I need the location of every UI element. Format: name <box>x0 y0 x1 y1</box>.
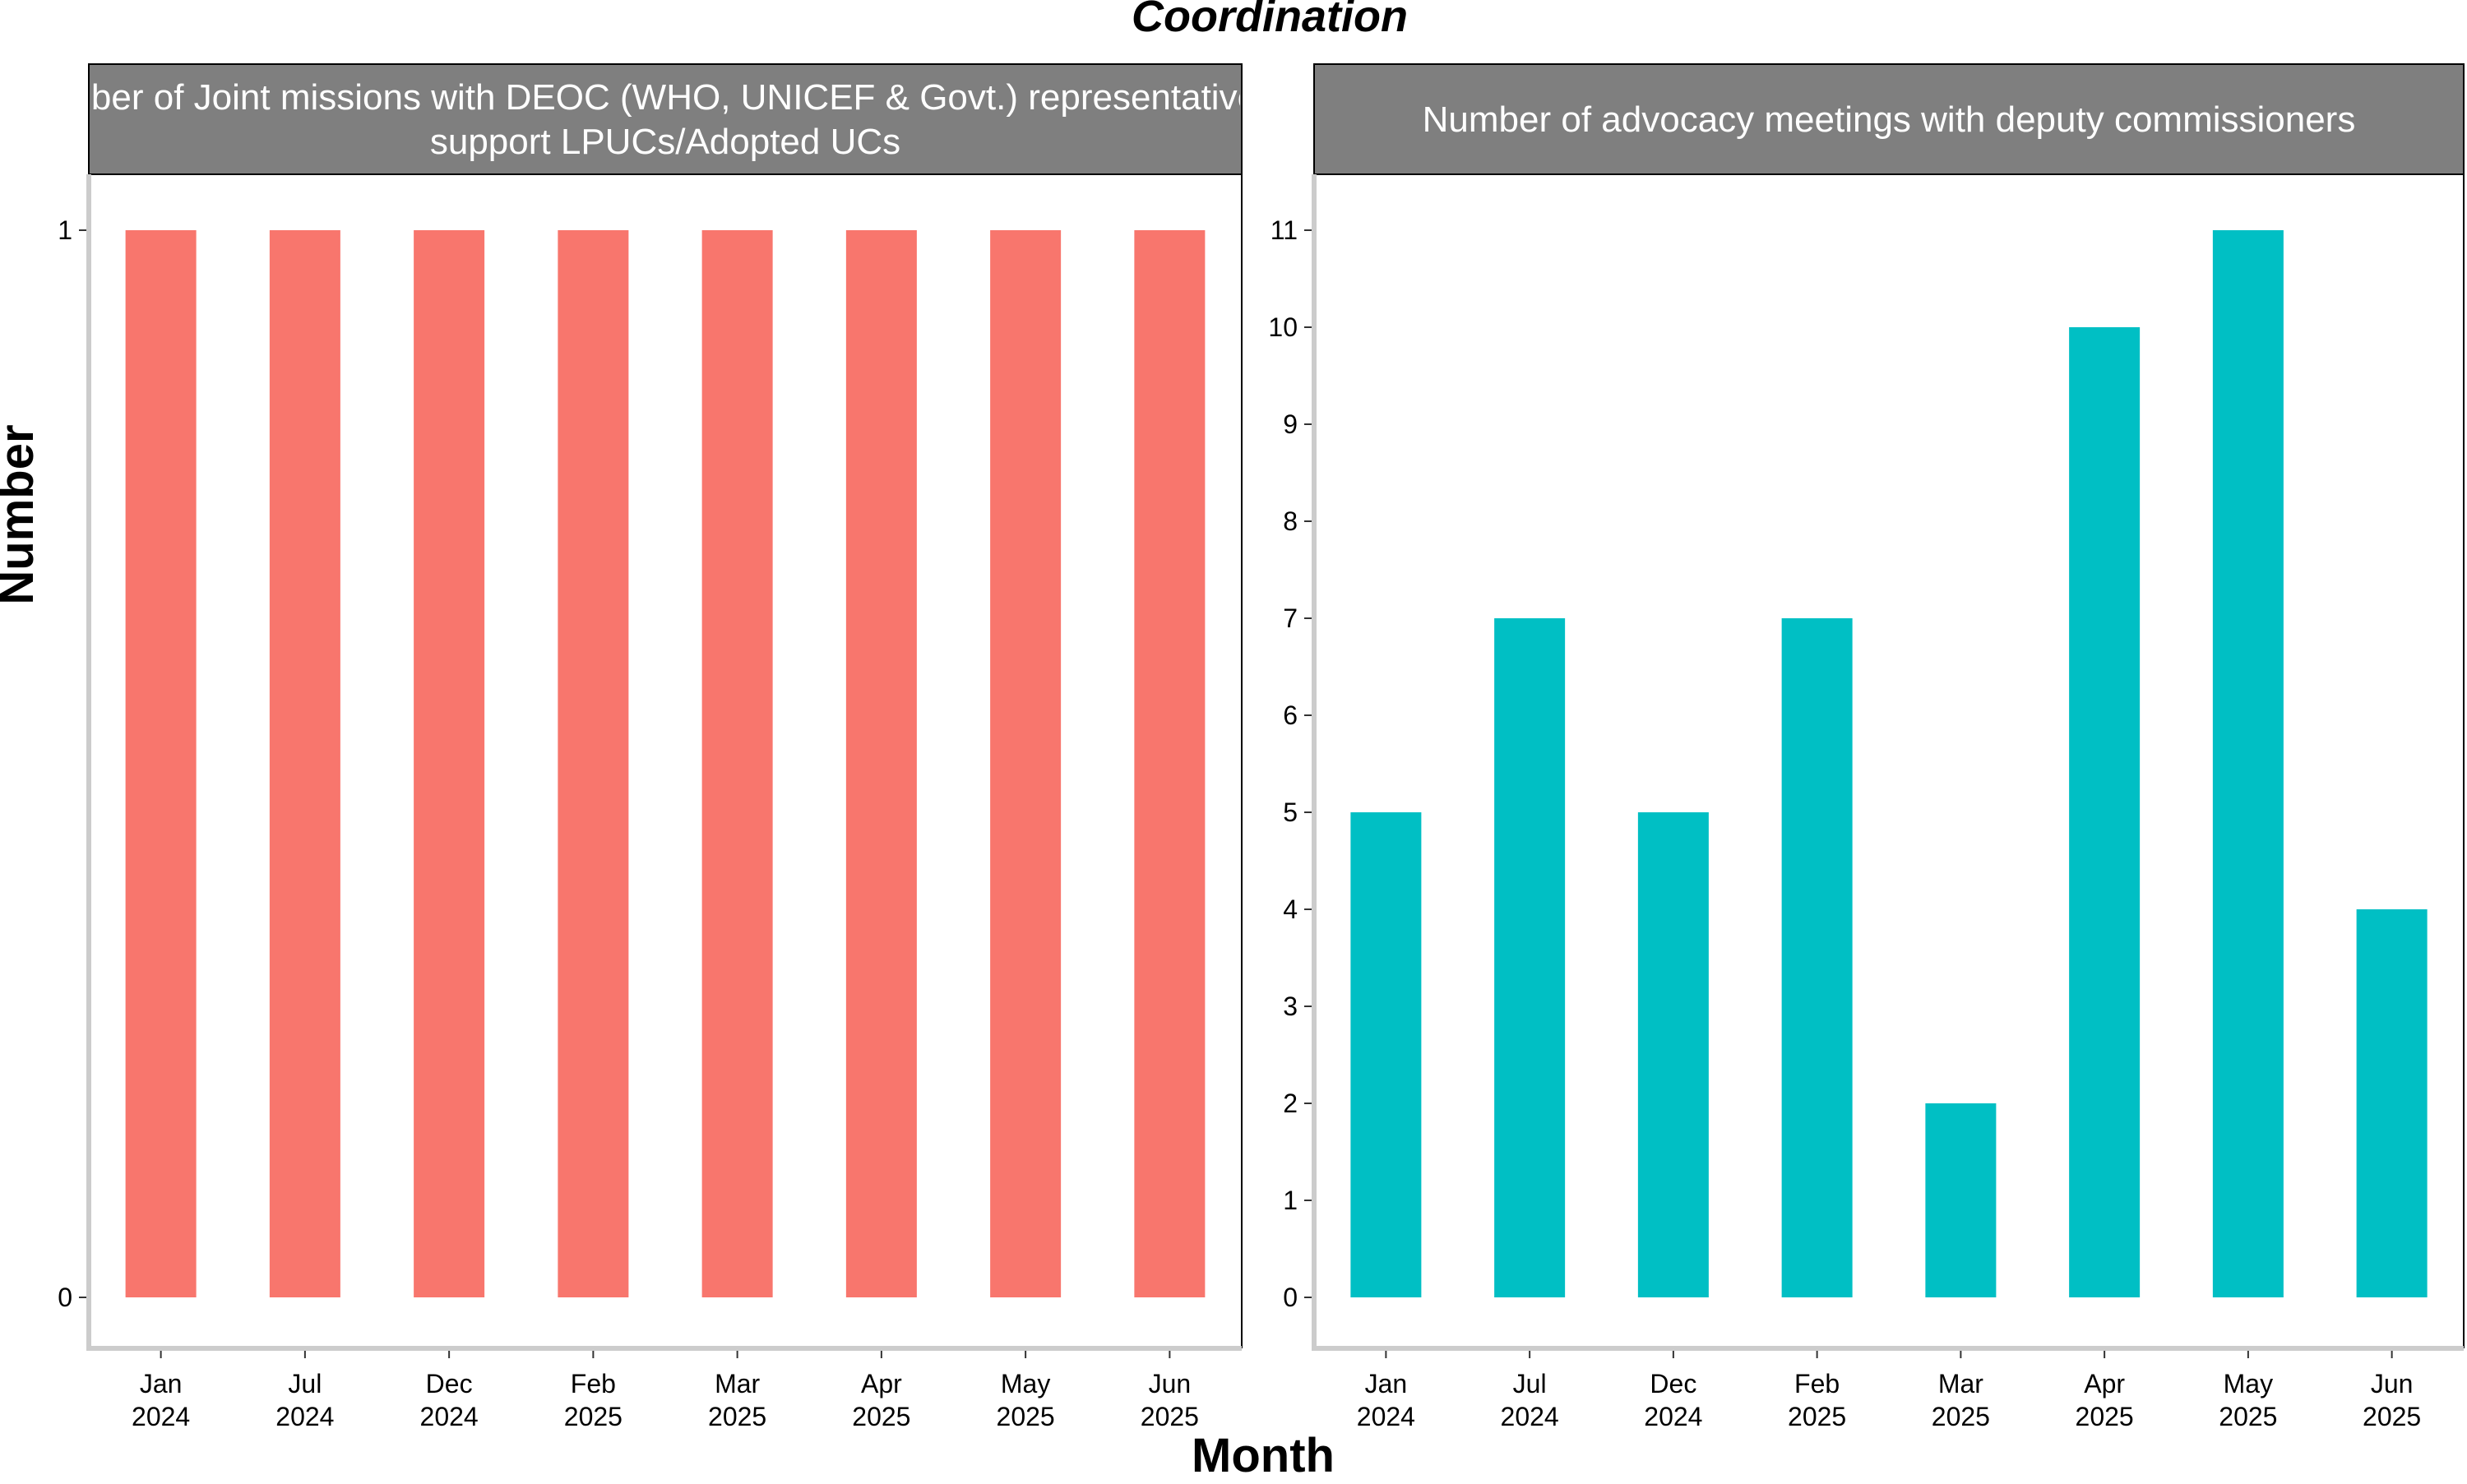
x-axis-title: Month <box>1192 1429 1335 1480</box>
panel-2-strip <box>1313 63 2465 175</box>
bar-may-2025 <box>2212 230 2284 1297</box>
bar-jan-2024 <box>1350 812 1422 1297</box>
x-tick-label-month: Apr <box>2084 1369 2125 1398</box>
y-tick-label: 10 <box>1268 312 1298 342</box>
y-tick-label: 11 <box>1271 215 1298 245</box>
x-tick-label-year: 2025 <box>2219 1402 2277 1431</box>
x-tick-label-year: 2024 <box>420 1402 479 1431</box>
bar-mar-2025 <box>701 230 773 1297</box>
bar-jun-2025 <box>1134 230 1206 1297</box>
panel-2-frame <box>1314 173 2465 1348</box>
x-tick-label-month: Jan <box>140 1369 183 1398</box>
bar-apr-2025 <box>2069 327 2141 1297</box>
x-tick-label-year: 2024 <box>275 1402 334 1431</box>
x-tick-label-year: 2025 <box>1788 1402 1846 1431</box>
panel-1-axis-lines <box>86 174 1242 1351</box>
x-tick-label-month: Dec <box>1650 1369 1696 1398</box>
bar-feb-2025 <box>558 230 629 1297</box>
x-tick-label-month: Feb <box>1794 1369 1840 1398</box>
panel-1: Number of Joint missions with DEOC (WHO,… <box>15 63 1316 1431</box>
x-tick-label-month: Mar <box>1938 1369 1983 1398</box>
y-tick-label: 9 <box>1283 409 1298 439</box>
bar-dec-2024 <box>414 230 485 1297</box>
bar-jul-2024 <box>269 230 340 1297</box>
x-tick-label-year: 2024 <box>1357 1402 1415 1431</box>
x-tick-label-year: 2025 <box>708 1402 766 1431</box>
x-tick-label-year: 2025 <box>2076 1402 2134 1431</box>
x-tick-label-year: 2025 <box>997 1402 1055 1431</box>
bar-feb-2025 <box>1781 618 1853 1297</box>
panel-1-strip-text: Number of Joint missions with DEOC (WHO,… <box>15 77 1316 118</box>
x-tick-label-year: 2025 <box>1141 1402 1199 1431</box>
y-tick-label: 8 <box>1283 506 1298 536</box>
x-tick-label-month: Feb <box>571 1369 616 1398</box>
x-tick-label-year: 2025 <box>852 1402 910 1431</box>
x-tick-label-month: May <box>2224 1369 2273 1398</box>
y-axis-title: Number <box>0 424 44 604</box>
y-tick-label: 6 <box>1283 700 1298 730</box>
y-tick-label: 0 <box>1283 1283 1298 1312</box>
x-tick-label-month: May <box>1001 1369 1050 1398</box>
panel-1-strip <box>88 63 1243 175</box>
panel-2-strip-text: Number of advocacy meetings with deputy … <box>1423 99 2356 140</box>
y-tick-label: 0 <box>58 1283 72 1312</box>
panel-1-frame <box>89 173 1243 1348</box>
panel-2: Number of advocacy meetings with deputy … <box>1268 63 2465 1431</box>
bar-jul-2024 <box>1494 618 1566 1297</box>
x-tick-label-month: Jul <box>288 1369 322 1398</box>
x-tick-label-year: 2024 <box>1644 1402 1702 1431</box>
bar-apr-2025 <box>845 230 917 1297</box>
y-tick-label: 2 <box>1283 1089 1298 1118</box>
y-tick-label: 1 <box>58 215 72 245</box>
y-tick-label: 1 <box>1283 1186 1298 1215</box>
panel-2-axis-lines <box>1312 174 2464 1351</box>
x-tick-label-month: Jan <box>1365 1369 1408 1398</box>
x-tick-label-year: 2025 <box>564 1402 623 1431</box>
y-tick-label: 7 <box>1283 603 1298 633</box>
x-tick-label-month: Jun <box>1149 1369 1192 1398</box>
x-tick-label-month: Mar <box>715 1369 760 1398</box>
bar-mar-2025 <box>1925 1103 1997 1297</box>
y-tick-label: 4 <box>1283 895 1298 924</box>
x-tick-label-month: Jul <box>1513 1369 1547 1398</box>
x-tick-label-month: Dec <box>426 1369 473 1398</box>
bar-dec-2024 <box>1637 812 1709 1297</box>
bar-jan-2024 <box>125 230 197 1297</box>
x-tick-label-month: Apr <box>861 1369 902 1398</box>
x-tick-label-month: Jun <box>2371 1369 2414 1398</box>
bar-jun-2025 <box>2356 909 2428 1297</box>
x-tick-label-year: 2025 <box>2363 1402 2421 1431</box>
x-tick-label-year: 2025 <box>1932 1402 1990 1431</box>
bar-may-2025 <box>990 230 1062 1297</box>
x-tick-label-year: 2024 <box>132 1402 190 1431</box>
y-tick-label: 5 <box>1283 797 1298 827</box>
chart-title: Coordination <box>1132 0 1408 41</box>
panel-1-strip-text: support LPUCs/Adopted UCs <box>430 122 900 162</box>
y-tick-label: 3 <box>1283 992 1298 1021</box>
x-tick-label-year: 2024 <box>1501 1402 1559 1431</box>
